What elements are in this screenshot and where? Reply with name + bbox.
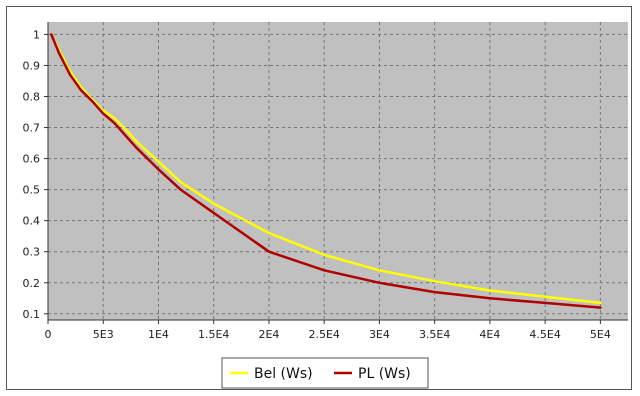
- y-tick-label: 0.4: [23, 215, 41, 228]
- y-tick-label: 0.7: [23, 122, 41, 135]
- y-tick-label: 0.5: [23, 184, 41, 197]
- x-tick-label: 3.5E4: [419, 328, 450, 341]
- series-line-0: [50, 33, 602, 305]
- x-tick-label: 1.5E4: [198, 328, 229, 341]
- series-line-1: [50, 33, 602, 309]
- y-tick-label: 0.1: [23, 308, 41, 321]
- x-tick-label: 1E4: [148, 328, 169, 341]
- y-tick-label: 0.2: [23, 277, 41, 290]
- x-tick-label: 2E4: [258, 328, 279, 341]
- x-tick-label: 4.5E4: [529, 328, 560, 341]
- legend-box: [221, 357, 429, 389]
- x-tick-label: 0: [45, 328, 52, 341]
- legend: Bel (Ws) PL (Ws): [221, 357, 429, 389]
- y-tick-label: 0.3: [23, 246, 41, 259]
- x-tick-label: 5E3: [93, 328, 114, 341]
- legend-label-0: Bel (Ws): [254, 366, 313, 382]
- y-tick-label: 1: [33, 28, 40, 41]
- grid-lines: [48, 22, 628, 320]
- x-tick-label: 3E4: [369, 328, 390, 341]
- legend-label-1: PL (Ws): [358, 366, 411, 382]
- plot-area: [48, 22, 628, 320]
- x-tick-label: 5E4: [590, 328, 611, 341]
- series-group: [50, 33, 602, 309]
- x-tick-label: 2.5E4: [308, 328, 339, 341]
- y-tick-label: 0.8: [23, 91, 41, 104]
- x-tick-label: 4E4: [479, 328, 500, 341]
- y-tick-label: 0.9: [23, 59, 41, 72]
- axes: 0 5E3 1E4 1.5E4 2E4 2.5E4 3E4 3.5E4 4E4 4.5E4 5E4 0…: [23, 22, 628, 341]
- y-tick-label: 0.6: [23, 153, 41, 166]
